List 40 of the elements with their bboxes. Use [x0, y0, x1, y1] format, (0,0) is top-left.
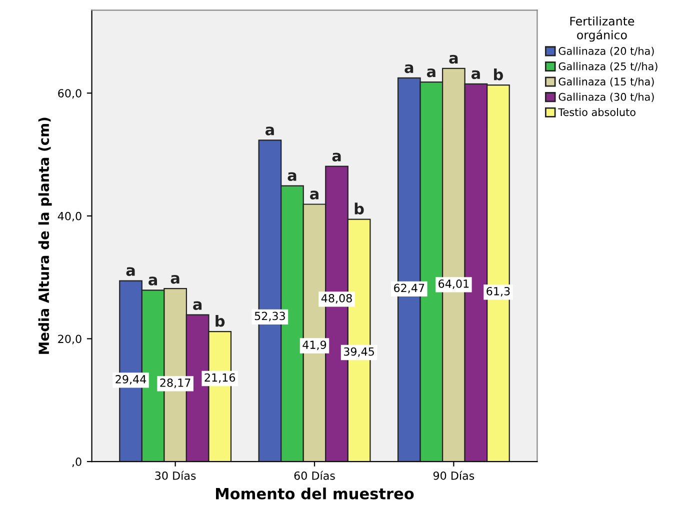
- data-label: 41,9: [302, 340, 326, 350]
- x-tick-label: 90 Días: [433, 470, 474, 480]
- data-label: 61,3: [486, 286, 510, 297]
- data-label: 52,33: [254, 312, 285, 322]
- annotation: a: [193, 301, 202, 310]
- legend-label: Gallinaza (25 t//ha): [558, 62, 658, 72]
- data-label: 29,44: [116, 375, 146, 385]
- annotation: a: [170, 274, 180, 284]
- y-tick-label: 20,0: [58, 334, 82, 344]
- legend-label: Gallinaza (20 t/ha): [558, 46, 654, 56]
- y-axis-title: Media Altura de la planta (cm): [38, 118, 52, 354]
- annotation: a: [332, 152, 341, 162]
- legend-title: Fertilizante orgánico: [570, 16, 634, 42]
- annotation: b: [494, 68, 504, 80]
- annotation: a: [148, 276, 157, 286]
- data-label: 62,47: [394, 284, 424, 294]
- y-tick-label: ,0: [72, 458, 82, 468]
- data-label: 39,45: [344, 347, 374, 357]
- annotation: a: [426, 68, 436, 78]
- annotation: a: [449, 54, 458, 64]
- legend-label: Testio absoluto: [558, 108, 636, 116]
- x-tick-label: 30 Días: [155, 470, 196, 480]
- x-axis-title: Momento del muestreo: [216, 488, 414, 500]
- y-tick-label: 60,0: [58, 89, 82, 99]
- y-tick-label: 40,0: [58, 212, 82, 222]
- legend-label: Gallinaza (15 t/ha): [558, 77, 654, 87]
- annotation: b: [216, 314, 225, 327]
- legend-label: Gallinaza (30 t/ha): [558, 92, 654, 102]
- data-label: 64,01: [438, 279, 469, 290]
- annotation: a: [404, 64, 414, 74]
- annotation: a: [288, 172, 296, 182]
- annotation: a: [265, 126, 274, 136]
- annotation: b: [354, 202, 364, 214]
- annotation: a: [471, 70, 480, 80]
- annotation: a: [126, 267, 135, 276]
- data-label: 48,08: [321, 294, 352, 304]
- x-tick-label: 60 Días: [294, 470, 335, 480]
- annotation: a: [310, 190, 318, 200]
- data-label: 28,17: [160, 378, 190, 388]
- data-label: 21,16: [204, 373, 236, 383]
